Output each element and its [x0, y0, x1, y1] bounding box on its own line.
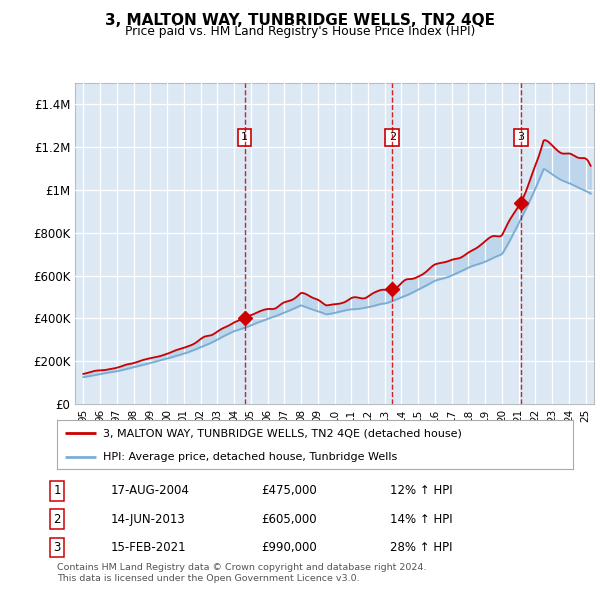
Text: 15-FEB-2021: 15-FEB-2021	[111, 541, 187, 554]
Text: Price paid vs. HM Land Registry's House Price Index (HPI): Price paid vs. HM Land Registry's House …	[125, 25, 475, 38]
Text: 3, MALTON WAY, TUNBRIDGE WELLS, TN2 4QE (detached house): 3, MALTON WAY, TUNBRIDGE WELLS, TN2 4QE …	[103, 428, 463, 438]
Text: £990,000: £990,000	[261, 541, 317, 554]
Text: 2: 2	[389, 132, 396, 142]
Text: 3: 3	[517, 132, 524, 142]
Text: 1: 1	[241, 132, 248, 142]
Text: This data is licensed under the Open Government Licence v3.0.: This data is licensed under the Open Gov…	[57, 574, 359, 583]
Text: 3: 3	[53, 541, 61, 554]
Text: 1: 1	[53, 484, 61, 497]
Text: £605,000: £605,000	[261, 513, 317, 526]
Text: £475,000: £475,000	[261, 484, 317, 497]
Text: HPI: Average price, detached house, Tunbridge Wells: HPI: Average price, detached house, Tunb…	[103, 452, 398, 462]
Text: 3, MALTON WAY, TUNBRIDGE WELLS, TN2 4QE: 3, MALTON WAY, TUNBRIDGE WELLS, TN2 4QE	[105, 13, 495, 28]
Text: 28% ↑ HPI: 28% ↑ HPI	[390, 541, 452, 554]
Text: Contains HM Land Registry data © Crown copyright and database right 2024.: Contains HM Land Registry data © Crown c…	[57, 563, 427, 572]
Text: 14-JUN-2013: 14-JUN-2013	[111, 513, 186, 526]
Text: 12% ↑ HPI: 12% ↑ HPI	[390, 484, 452, 497]
Text: 17-AUG-2004: 17-AUG-2004	[111, 484, 190, 497]
Text: 14% ↑ HPI: 14% ↑ HPI	[390, 513, 452, 526]
Text: 2: 2	[53, 513, 61, 526]
